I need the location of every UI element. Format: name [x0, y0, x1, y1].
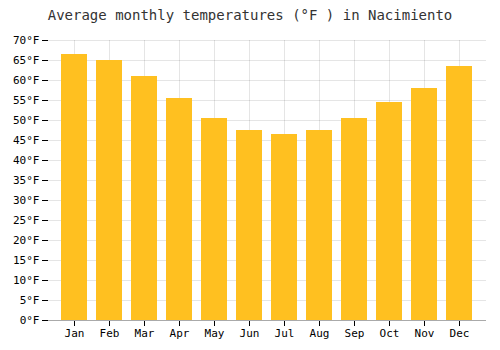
- svg-text:Oct: Oct: [380, 327, 400, 340]
- svg-text:60°F: 60°F: [13, 74, 40, 87]
- svg-text:Nov: Nov: [415, 327, 435, 340]
- svg-text:Jun: Jun: [240, 327, 260, 340]
- svg-text:Feb: Feb: [100, 327, 120, 340]
- svg-text:0°F: 0°F: [20, 314, 40, 327]
- svg-text:55°F: 55°F: [13, 94, 40, 107]
- svg-text:15°F: 15°F: [13, 254, 40, 267]
- svg-text:Dec: Dec: [450, 327, 470, 340]
- svg-text:Aug: Aug: [310, 327, 330, 340]
- svg-text:50°F: 50°F: [13, 114, 40, 127]
- svg-text:Mar: Mar: [135, 327, 155, 340]
- svg-text:35°F: 35°F: [13, 174, 40, 187]
- svg-text:Apr: Apr: [170, 327, 190, 340]
- svg-text:May: May: [205, 327, 225, 340]
- svg-text:70°F: 70°F: [13, 34, 40, 47]
- svg-text:Jan: Jan: [65, 327, 85, 340]
- svg-text:Jul: Jul: [275, 327, 295, 340]
- svg-text:30°F: 30°F: [13, 194, 40, 207]
- svg-text:5°F: 5°F: [20, 294, 40, 307]
- svg-text:Sep: Sep: [345, 327, 365, 340]
- svg-text:20°F: 20°F: [13, 234, 40, 247]
- html-text:Average monthly temperatures (: Average monthly temperatures (°F ) in Na…: [47, 7, 453, 23]
- svg-text:65°F: 65°F: [13, 54, 40, 67]
- svg-text:40°F: 40°F: [13, 154, 40, 167]
- svg-text:25°F: 25°F: [13, 214, 40, 227]
- svg-text:10°F: 10°F: [13, 274, 40, 287]
- svg-text:45°F: 45°F: [13, 134, 40, 147]
